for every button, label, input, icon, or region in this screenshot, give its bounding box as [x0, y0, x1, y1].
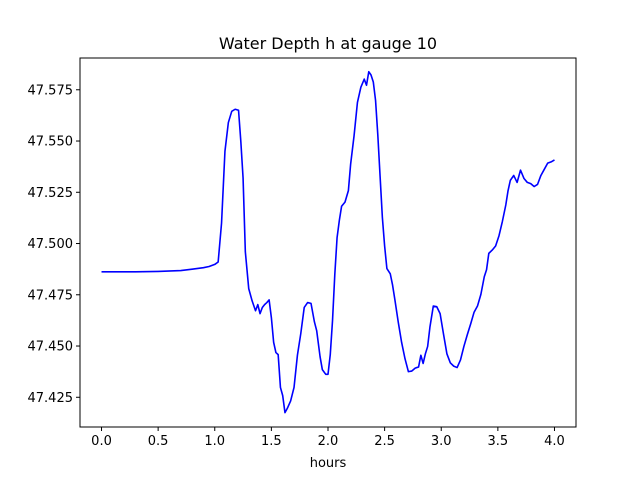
x-axis-label: hours: [310, 456, 347, 471]
y-tick-label: 47.450: [28, 340, 74, 355]
x-tick-label: 1.0: [204, 434, 225, 449]
x-tick-label: 0.5: [148, 434, 169, 449]
series-line-0: [101, 70, 555, 414]
chart-title: Water Depth h at gauge 10: [219, 34, 437, 53]
plot-frame: [79, 57, 577, 428]
y-axis-ticks: 47.425 47.450 47.475 47.500 47.525 47.550 47.5…: [28, 83, 80, 406]
y-tick-label: 47.550: [28, 135, 74, 150]
x-tick-label: 3.5: [488, 434, 509, 449]
x-tick-label: 0.0: [91, 434, 112, 449]
y-tick-label: 47.525: [28, 186, 74, 201]
y-tick-label: 47.500: [28, 237, 74, 252]
x-tick-label: 2.5: [374, 434, 395, 449]
x-tick-label: 2.0: [318, 434, 339, 449]
plot-area: [101, 70, 555, 414]
y-tick-label: 47.425: [28, 391, 74, 406]
y-tick-label: 47.475: [28, 288, 74, 303]
y-tick-label: 47.575: [28, 83, 74, 98]
x-axis-ticks: 0.0 0.5 1.0 1.5 2.0 2.5 3.0 3.5 4.0: [91, 427, 565, 449]
x-tick-label: 3.0: [431, 434, 452, 449]
x-tick-label: 4.0: [544, 434, 565, 449]
x-tick-label: 1.5: [261, 434, 282, 449]
